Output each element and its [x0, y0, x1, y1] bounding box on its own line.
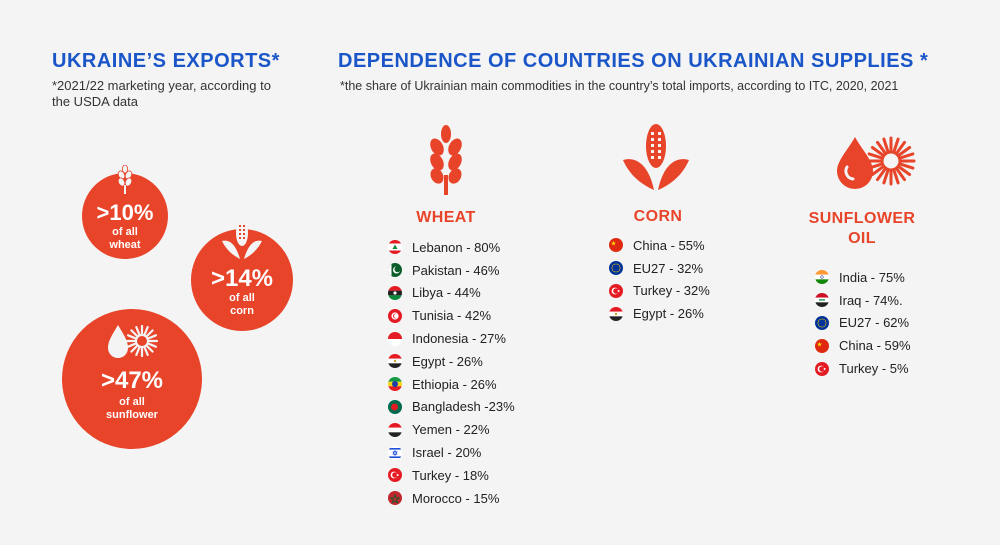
bangladesh-flag-icon	[388, 399, 402, 414]
eu-flag-icon	[815, 315, 829, 330]
country-share-label: China - 59%	[839, 338, 911, 354]
pakistan-flag-icon	[388, 263, 402, 278]
country-share-label: Turkey - 5%	[839, 361, 909, 377]
wheat-export-caption: of all wheat	[109, 226, 141, 251]
corn-export-percent: >14%	[210, 265, 274, 292]
country-share-label: Indonesia - 27%	[412, 331, 506, 347]
country-share-label: EU27 - 62%	[839, 315, 910, 331]
israel-flag-icon	[388, 445, 402, 460]
country-row: Egypt - 26%	[609, 302, 710, 325]
sunflower-export-percent: >47%	[100, 367, 164, 394]
wheat-icon	[430, 125, 462, 195]
corn-country-list: China - 55% EU27 - 32% Turkey - 32% Egypt -…	[609, 234, 710, 325]
country-share-label: Turkey - 18%	[412, 467, 489, 483]
country-share-label: Libya - 44%	[412, 285, 481, 301]
country-share-label: Egypt - 26%	[633, 306, 704, 322]
country-row: Indonesia - 27%	[388, 327, 515, 350]
indonesia-flag-icon	[388, 331, 402, 346]
country-share-label: China - 55%	[633, 237, 705, 253]
country-row: China - 59%	[815, 334, 911, 357]
egypt-flag-icon	[609, 306, 623, 321]
wheat-icon	[117, 165, 133, 194]
dependence-title: DEPENDENCE OF COUNTRIES ON UKRAINIAN SUP…	[338, 50, 929, 72]
lebanon-flag-icon	[388, 240, 402, 255]
country-share-label: Bangladesh -23%	[412, 399, 515, 415]
yemen-flag-icon	[388, 422, 402, 437]
country-share-label: EU27 - 32%	[633, 260, 704, 276]
country-share-label: Ethiopia - 26%	[412, 376, 497, 392]
country-row: Iraq - 74%.	[815, 289, 911, 312]
wheat-export-circle: >10% of all wheat	[82, 165, 168, 259]
sunflower-oil-icon	[108, 324, 159, 358]
country-share-label: Egypt - 26%	[412, 353, 483, 369]
iraq-flag-icon	[815, 293, 829, 308]
corn-export-caption: of all corn	[229, 292, 255, 317]
country-share-label: Pakistan - 46%	[412, 262, 500, 278]
egypt-flag-icon	[388, 354, 402, 369]
exports-title: UKRAINE’S EXPORTS*	[52, 50, 280, 72]
country-row: EU27 - 62%	[815, 312, 911, 335]
morocco-flag-icon	[388, 491, 402, 506]
china-flag-icon	[815, 338, 829, 353]
country-share-label: Iraq - 74%.	[839, 292, 903, 308]
country-share-label: Tunisia - 42%	[412, 308, 491, 324]
country-row: Turkey - 18%	[388, 464, 515, 487]
turkey-flag-icon	[388, 468, 402, 483]
corn-icon	[222, 220, 262, 259]
country-row: Lebanon - 80%	[388, 236, 515, 259]
corn-title: CORN	[633, 208, 683, 225]
turkey-flag-icon	[815, 361, 829, 376]
corn-icon	[623, 124, 689, 190]
libya-flag-icon	[388, 285, 402, 300]
country-row: Turkey - 5%	[815, 357, 911, 380]
corn-export-circle: >14% of all corn	[191, 220, 293, 331]
turkey-flag-icon	[609, 283, 623, 298]
country-share-label: Israel - 20%	[412, 445, 482, 461]
exports-note: *2021/22 marketing year, according to th…	[52, 78, 271, 109]
country-row: Ethiopia - 26%	[388, 373, 515, 396]
india-flag-icon	[815, 270, 829, 285]
country-row: Israel - 20%	[388, 441, 515, 464]
country-row: Morocco - 15%	[388, 487, 515, 510]
sunflower-title: SUNFLOWER OIL	[808, 210, 916, 247]
wheat-export-percent: >10%	[96, 200, 154, 225]
country-share-label: Lebanon - 80%	[412, 239, 501, 255]
country-share-label: Turkey - 32%	[633, 283, 710, 299]
country-share-label: Yemen - 22%	[412, 422, 490, 438]
country-row: Tunisia - 42%	[388, 304, 515, 327]
country-row: Bangladesh -23%	[388, 396, 515, 419]
country-row: China - 55%	[609, 234, 710, 257]
country-row: Pakistan - 46%	[388, 259, 515, 282]
country-row: India - 75%	[815, 266, 911, 289]
country-row: EU27 - 32%	[609, 257, 710, 280]
ethiopia-flag-icon	[388, 377, 402, 392]
country-row: Egypt - 26%	[388, 350, 515, 373]
wheat-country-list: Lebanon - 80% Pakistan - 46% Libya - 44% Tu…	[388, 236, 515, 510]
country-row: Turkey - 32%	[609, 280, 710, 303]
sunflower-oil-icon	[837, 136, 916, 189]
sunflower-export-circle: >47% of all sunflower	[62, 309, 202, 449]
china-flag-icon	[609, 238, 623, 253]
sunflower-export-caption: of all sunflower	[106, 396, 158, 421]
eu-flag-icon	[609, 261, 623, 276]
sunflower-country-list: India - 75% Iraq - 74%. EU27 - 62% China - …	[815, 266, 911, 380]
dependence-note: *the share of Ukrainian main commodities…	[340, 79, 899, 93]
country-share-label: Morocco - 15%	[412, 490, 500, 506]
tunisia-flag-icon	[388, 308, 402, 323]
country-row: Yemen - 22%	[388, 418, 515, 441]
wheat-title: WHEAT	[416, 209, 476, 226]
country-row: Libya - 44%	[388, 282, 515, 305]
country-share-label: India - 75%	[839, 269, 905, 285]
